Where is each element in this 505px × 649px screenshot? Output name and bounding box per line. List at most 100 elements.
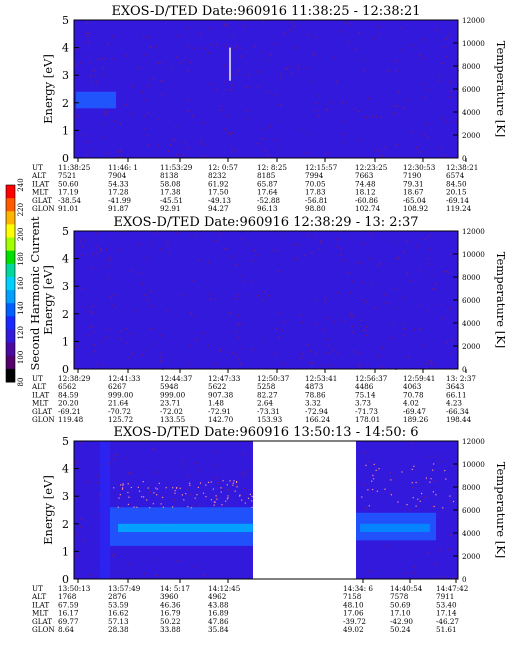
speckle-point <box>84 307 87 309</box>
speckle-point <box>166 245 169 247</box>
orbit-cell: 12: 0:57 <box>208 163 238 172</box>
speckle-point <box>449 308 452 310</box>
orbit-cell: 12:44:37 <box>160 374 193 383</box>
speckle-point <box>426 136 429 138</box>
temperature-point <box>118 497 120 499</box>
speckle-point <box>244 20 247 22</box>
speckle-point <box>306 152 308 154</box>
noise-speckle <box>74 20 459 158</box>
speckle-point <box>351 325 353 327</box>
speckle-point <box>373 37 376 39</box>
orbit-cell: 7904 <box>108 171 127 180</box>
speckle-point <box>220 348 222 350</box>
ytick-label: 2 <box>62 97 69 110</box>
speckle-point <box>186 475 189 477</box>
speckle-point <box>365 116 368 118</box>
speckle-point <box>220 487 223 489</box>
speckle-point <box>368 460 370 463</box>
speckle-point <box>400 27 403 29</box>
speckle-point <box>149 491 151 493</box>
temperature-point <box>429 481 431 483</box>
temperature-point <box>156 494 158 496</box>
orbit-cell: 20.15 <box>446 188 467 197</box>
speckle-point <box>92 325 94 327</box>
speckle-point <box>283 321 286 323</box>
speckle-point <box>219 109 222 111</box>
orbit-cell: 98.80 <box>305 204 326 213</box>
speckle-point <box>107 259 110 261</box>
speckle-point <box>84 239 86 241</box>
speckle-point <box>251 260 254 262</box>
orbit-cell: -72.91 <box>208 407 231 416</box>
temperature-point <box>373 463 375 465</box>
speckle-point <box>209 83 211 85</box>
speckle-point <box>203 574 205 576</box>
orbit-cell: 4.02 <box>403 399 419 408</box>
speckle-point <box>406 240 408 242</box>
speckle-point <box>435 28 438 31</box>
speckle-point <box>399 49 401 51</box>
ion-band-core-2 <box>360 523 430 533</box>
speckle-point <box>190 312 192 314</box>
orbit-cell: 153.93 <box>257 415 283 424</box>
orbit-cell: 18.67 <box>403 188 424 197</box>
speckle-point <box>325 338 328 340</box>
speckle-point <box>450 96 452 98</box>
speckle-point <box>403 328 406 330</box>
speckle-point <box>240 238 243 240</box>
speckle-point <box>383 293 386 295</box>
y2tick-label: 6000 <box>462 506 481 515</box>
speckle-point <box>407 356 410 358</box>
temperature-point <box>162 496 164 498</box>
speckle-point <box>296 256 299 258</box>
speckle-point <box>373 149 375 151</box>
speckle-point <box>194 235 197 237</box>
colorbar-tick-label: 160 <box>17 277 25 290</box>
speckle-point <box>331 349 334 351</box>
speckle-point <box>254 46 256 48</box>
colorbar-segment <box>6 224 15 239</box>
orbit-cell: 4063 <box>403 382 422 391</box>
speckle-point <box>305 67 307 69</box>
temperature-point <box>406 504 408 506</box>
speckle-point <box>162 80 164 82</box>
orbit-cell: -49.13 <box>208 196 231 205</box>
speckle-point <box>93 70 96 72</box>
ytick-label: 3 <box>62 490 69 503</box>
orbit-cell: 57.13 <box>108 617 129 626</box>
speckle-point <box>421 57 424 60</box>
temperature-point <box>442 507 444 509</box>
speckle-point <box>130 269 132 272</box>
orbit-cell: 70.78 <box>403 390 424 399</box>
speckle-point <box>412 44 414 46</box>
temperature-point <box>165 487 167 489</box>
speckle-point <box>109 257 112 259</box>
speckle-point <box>246 295 249 297</box>
speckle-point <box>345 22 348 24</box>
speckle-point <box>203 47 206 49</box>
temperature-point <box>146 499 148 501</box>
speckle-point <box>357 352 359 354</box>
speckle-point <box>179 62 181 64</box>
orbit-cell: 61.92 <box>208 179 229 188</box>
speckle-point <box>431 287 434 290</box>
colorbar-segment <box>6 290 15 304</box>
colorbar-segment <box>6 276 15 291</box>
speckle-point <box>268 91 271 93</box>
temperature-point <box>130 486 132 489</box>
speckle-point <box>195 463 198 465</box>
speckle-point <box>425 123 428 125</box>
speckle-point <box>260 340 263 342</box>
speckle-point <box>277 271 280 273</box>
speckle-point <box>276 250 278 252</box>
orbit-cell: 96.13 <box>257 204 278 213</box>
temperature-point <box>433 505 435 508</box>
temperature-point <box>189 484 191 486</box>
speckle-point <box>375 116 378 118</box>
temperature-point <box>367 489 369 491</box>
y2tick-label: 10000 <box>462 250 485 259</box>
speckle-point <box>86 22 89 24</box>
speckle-point <box>301 321 303 324</box>
orbit-cell: 5622 <box>208 382 226 391</box>
speckle-point <box>119 338 122 340</box>
